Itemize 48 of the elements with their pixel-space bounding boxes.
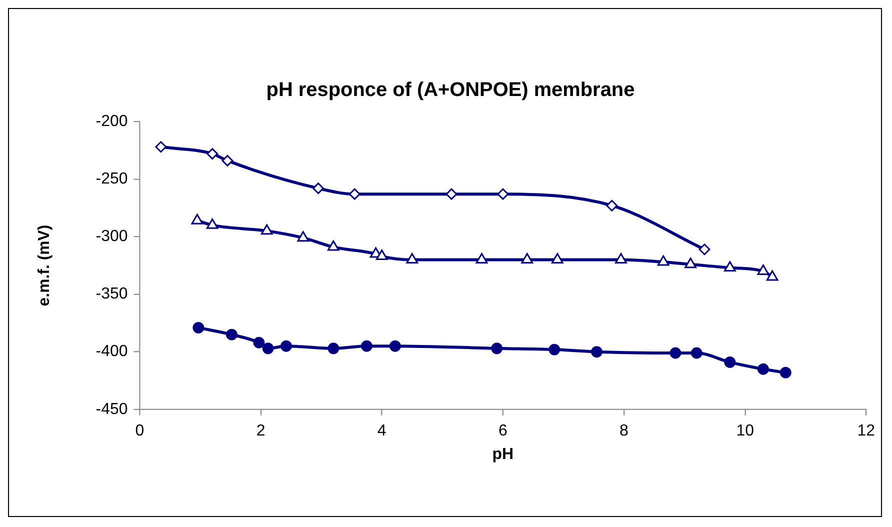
point [690, 347, 702, 359]
chart-title: pH responce of (A+ONPOE) membrane [266, 79, 635, 102]
point [766, 270, 778, 281]
x-tick-label: 4 [377, 422, 386, 440]
point [476, 253, 488, 264]
point [757, 363, 769, 375]
y-axis-title: e.m.f. (mV) [36, 224, 53, 306]
point [253, 336, 265, 348]
point [780, 366, 792, 378]
x-tick-label: 0 [135, 422, 144, 440]
point [551, 253, 564, 264]
point [724, 356, 736, 368]
point [724, 261, 736, 272]
x-tick-label: 12 [857, 422, 876, 440]
point [191, 214, 204, 224]
point [262, 342, 274, 354]
y-tick-label: -300 [96, 228, 128, 246]
point [521, 253, 534, 264]
y-tick-label: -200 [96, 112, 128, 130]
point [260, 224, 273, 235]
point [591, 346, 602, 358]
point [280, 340, 292, 352]
x-tick-label: 10 [736, 422, 754, 440]
y-tick-label: -450 [96, 400, 128, 418]
point [360, 340, 372, 352]
y-tick-label: -250 [96, 170, 128, 188]
point [657, 255, 670, 266]
x-tick-label: 6 [498, 422, 508, 440]
point [327, 240, 340, 251]
point [548, 344, 560, 356]
point [406, 253, 418, 264]
point [328, 342, 340, 354]
x-tick-label: 2 [256, 422, 266, 440]
x-axis-title: pH [492, 446, 514, 464]
point [615, 253, 627, 264]
point [670, 347, 682, 359]
y-tick-label: -400 [96, 343, 128, 360]
point [684, 258, 697, 268]
point [389, 340, 401, 352]
y-tick-label: -350 [96, 286, 128, 303]
point [491, 342, 503, 354]
point [192, 322, 204, 334]
point [206, 218, 218, 229]
x-tick-label: 8 [620, 422, 629, 440]
point [297, 231, 310, 242]
point [226, 328, 238, 340]
point [376, 250, 388, 260]
point [757, 264, 770, 275]
